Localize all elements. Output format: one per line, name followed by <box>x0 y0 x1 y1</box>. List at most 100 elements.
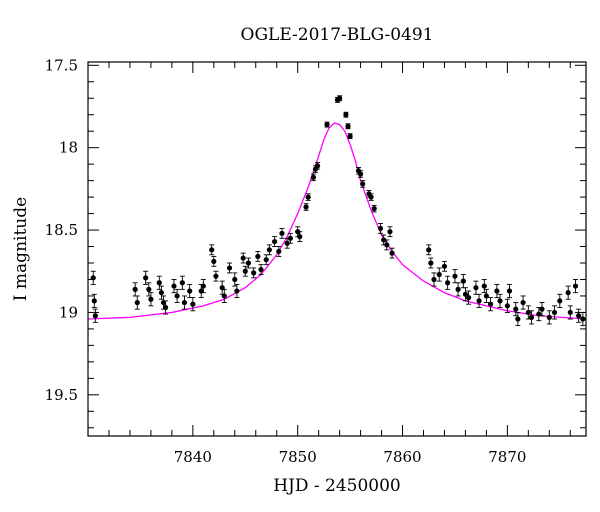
chart-title: OGLE-2017-BLG-0491 <box>241 25 434 45</box>
data-point-marker <box>513 306 519 312</box>
data-point-marker <box>337 95 343 101</box>
data-point <box>245 257 252 269</box>
data-point <box>384 239 390 251</box>
data-point-marker <box>565 290 571 296</box>
data-point-marker <box>460 278 466 284</box>
data-point <box>255 251 261 262</box>
data-point-marker <box>368 194 374 200</box>
x-tick-label: 7860 <box>383 448 421 466</box>
data-point <box>452 269 458 284</box>
data-point-marker <box>465 295 472 301</box>
data-point <box>324 121 330 128</box>
data-point <box>279 227 285 239</box>
data-point <box>258 264 264 275</box>
data-point <box>576 308 582 323</box>
data-point <box>557 293 563 308</box>
data-point-marker <box>426 247 432 253</box>
data-point-marker <box>497 298 503 304</box>
data-point-marker <box>357 171 364 177</box>
data-point-marker <box>504 303 510 309</box>
data-point-marker <box>134 299 140 306</box>
data-point <box>515 311 521 327</box>
data-point-marker <box>276 248 282 255</box>
data-point <box>357 170 364 178</box>
data-point-marker <box>211 258 217 264</box>
data-point-marker <box>279 230 285 236</box>
data-point <box>546 310 552 325</box>
data-point <box>234 283 240 299</box>
y-axis-label: I magnitude <box>11 197 31 301</box>
data-point-marker <box>452 273 458 279</box>
data-point <box>494 283 500 299</box>
data-point-marker <box>240 255 246 261</box>
data-point <box>132 282 138 297</box>
data-point <box>303 203 309 211</box>
data-point <box>90 270 96 285</box>
data-point-marker <box>226 265 233 271</box>
data-point <box>240 252 246 264</box>
data-point-marker <box>455 286 461 292</box>
data-point <box>263 254 269 266</box>
data-point-marker <box>315 163 321 169</box>
data-point-marker <box>287 235 293 241</box>
data-point <box>92 308 98 323</box>
data-point-marker <box>377 225 384 232</box>
data-point <box>389 247 395 259</box>
plot-frame <box>87 61 587 437</box>
data-point-marker <box>143 275 149 281</box>
data-point-marker <box>539 306 545 312</box>
data-point-marker <box>473 285 479 291</box>
data-point-marker <box>347 133 353 139</box>
data-point-marker <box>580 316 586 322</box>
data-point <box>347 133 353 140</box>
data-point <box>506 283 513 299</box>
data-point-marker <box>481 283 487 289</box>
data-point <box>455 282 461 297</box>
data-point <box>190 297 196 312</box>
data-point-marker <box>462 291 469 297</box>
data-point-marker <box>158 290 164 296</box>
data-point-marker <box>234 288 240 294</box>
data-point <box>360 180 366 188</box>
data-point <box>179 275 185 290</box>
data-point-marker <box>272 238 278 245</box>
y-tick-label: 18.5 <box>45 221 78 239</box>
data-point-marker <box>179 280 185 286</box>
data-point <box>221 288 227 303</box>
data-point <box>310 173 317 182</box>
data-point <box>200 279 206 294</box>
data-point <box>276 246 282 257</box>
data-point <box>343 111 349 118</box>
data-point-marker <box>245 260 252 266</box>
data-point-marker <box>297 234 303 240</box>
y-tick-label: 18 <box>59 139 78 157</box>
data-point-marker <box>360 181 366 187</box>
data-point <box>504 298 510 313</box>
data-point <box>187 283 193 299</box>
data-point <box>209 244 215 256</box>
data-point <box>143 270 149 285</box>
data-point <box>242 265 248 277</box>
data-point <box>567 305 573 320</box>
data-point-marker <box>520 299 526 306</box>
data-point <box>377 223 384 234</box>
data-point <box>174 288 180 303</box>
data-point <box>162 300 169 315</box>
data-point-marker <box>132 286 138 292</box>
data-point <box>368 193 374 201</box>
data-point <box>565 285 571 300</box>
data-point <box>226 262 233 274</box>
data-point-marker <box>91 298 97 304</box>
data-point-marker <box>557 298 563 304</box>
axis-ticks-layer: 7840 7850 7860 7870 17.5 18 18.5 19 19.5 <box>45 56 586 466</box>
data-point <box>476 293 482 308</box>
data-point-marker <box>255 253 261 260</box>
y-tick-label: 19.5 <box>45 386 78 404</box>
data-point <box>266 244 272 256</box>
data-point-marker <box>242 268 248 274</box>
data-point <box>213 270 219 282</box>
data-point-marker <box>221 293 227 299</box>
data-point-marker <box>546 314 552 320</box>
data-point-marker <box>266 247 272 253</box>
data-point <box>171 279 177 294</box>
